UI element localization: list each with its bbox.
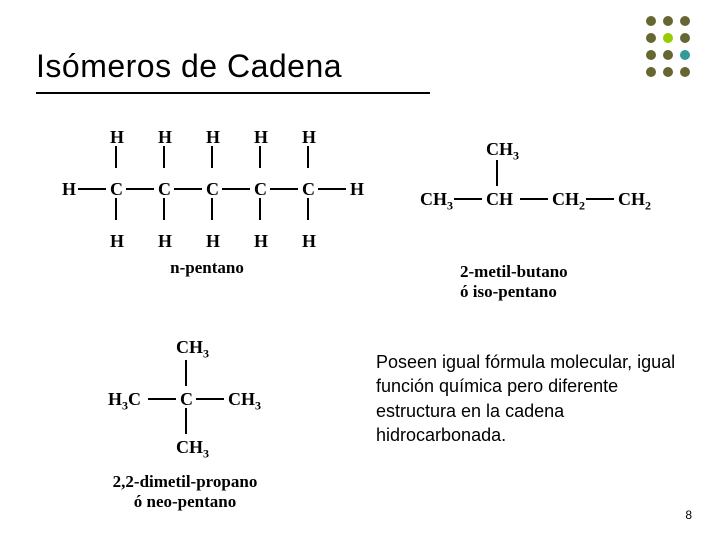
diagram-isopentane: CH3 CH CH2 CH2 CH3: [420, 130, 690, 240]
bond: [211, 146, 213, 168]
atom-c: C: [206, 180, 219, 198]
atom-h: H: [62, 180, 76, 198]
bond: [259, 146, 261, 168]
group-ch: CH3: [420, 190, 453, 212]
dot-icon: [680, 50, 690, 60]
bond: [115, 198, 117, 220]
atom-h: H: [158, 128, 172, 146]
bond: [163, 146, 165, 168]
bond: [196, 398, 224, 400]
dot-icon: [646, 33, 656, 43]
bond: [185, 408, 187, 434]
atom-h: H: [302, 232, 316, 250]
label-npentane: n-pentano: [42, 258, 372, 278]
bond: [126, 188, 154, 190]
bond: [115, 146, 117, 168]
dot-icon: [646, 67, 656, 77]
atom-c: C: [180, 390, 193, 408]
page-number: 8: [685, 508, 692, 522]
atom-h: H: [158, 232, 172, 250]
diagram-npentane: H H H H H H C C C C C H H H H H H: [42, 128, 372, 268]
page-title: Isómeros de Cadena: [36, 48, 342, 85]
atom-h: H: [254, 128, 268, 146]
group-ch3: CH3: [176, 338, 209, 360]
dot-icon: [646, 16, 656, 26]
bond: [496, 160, 498, 186]
group-ch3: CH3: [176, 438, 209, 460]
dot-icon: [663, 67, 673, 77]
bond: [259, 198, 261, 220]
label-isopentane: 2-metil-butano ó iso-pentano: [460, 262, 660, 302]
bond: [78, 188, 106, 190]
atom-h: H: [206, 232, 220, 250]
bond: [174, 188, 202, 190]
bond: [211, 198, 213, 220]
group-h3c: H3C: [108, 390, 141, 412]
label-neopentane: 2,2-dimetil-propano ó neo-pentano: [60, 472, 310, 512]
dot-icon: [680, 67, 690, 77]
bond: [307, 198, 309, 220]
atom-h: H: [254, 232, 268, 250]
bond: [307, 146, 309, 168]
atom-h: H: [302, 128, 316, 146]
title-underline: [36, 92, 430, 94]
atom-h: H: [110, 128, 124, 146]
atom-c: C: [110, 180, 123, 198]
atom-c: C: [158, 180, 171, 198]
corner-dot-grid: [646, 16, 690, 84]
group-ch: CH2: [552, 190, 585, 212]
body-paragraph: Poseen igual fórmula molecular, igual fu…: [376, 350, 676, 447]
bond: [185, 360, 187, 386]
group-ch3: CH3: [486, 140, 519, 162]
dot-icon: [663, 50, 673, 60]
atom-h: H: [110, 232, 124, 250]
group-ch: CH2: [618, 190, 651, 212]
bond: [270, 188, 298, 190]
dot-icon: [646, 50, 656, 60]
atom-c: C: [302, 180, 315, 198]
bond: [318, 188, 346, 190]
bond: [454, 198, 482, 200]
diagram-neopentane: C CH3 CH3 H3C CH3: [80, 320, 290, 470]
dot-icon: [663, 33, 673, 43]
bond: [520, 198, 548, 200]
bond: [586, 198, 614, 200]
bond: [163, 198, 165, 220]
atom-h: H: [206, 128, 220, 146]
bond: [222, 188, 250, 190]
atom-c: C: [254, 180, 267, 198]
group-ch3: CH3: [228, 390, 261, 412]
atom-h: H: [350, 180, 364, 198]
dot-icon: [663, 16, 673, 26]
dot-icon: [680, 33, 690, 43]
dot-icon: [680, 16, 690, 26]
bond: [148, 398, 176, 400]
group-ch: CH: [486, 190, 513, 208]
